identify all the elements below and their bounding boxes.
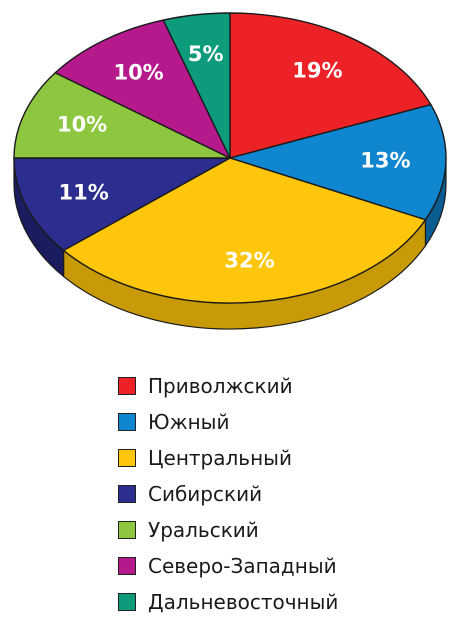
legend-swatch [118,485,136,503]
slice-value-label: 32% [224,249,274,273]
slice-value-label: 10% [113,61,163,85]
legend: Приволжский Южный Центральный Сибирский Урал… [118,368,458,620]
pie-slice-2 [62,157,427,304]
legend-item: Северо-Западный [118,548,458,584]
pie-slice-0 [229,12,432,159]
legend-swatch [118,377,136,395]
slice-value-label: 10% [57,113,107,137]
legend-item: Приволжский [118,368,458,404]
slice-value-label: 19% [292,59,342,83]
legend-item: Сибирский [118,476,458,512]
legend-label: Северо-Западный [148,554,337,578]
legend-label: Дальневосточный [148,590,339,614]
legend-swatch [118,593,136,611]
legend-label: Центральный [148,446,292,470]
legend-swatch [118,449,136,467]
pie-slice-6 [162,12,231,159]
pie-slice-1 [229,103,447,221]
pie-slice-3 [13,157,231,252]
slice-value-label: 5% [188,42,224,66]
legend-item: Южный [118,404,458,440]
legend-label: Сибирский [148,482,263,506]
legend-item: Центральный [118,440,458,476]
slice-value-label: 13% [360,148,410,172]
legend-swatch [118,557,136,575]
pie-slice-4 [13,72,231,159]
legend-item: Уральский [118,512,458,548]
pie-slices [13,12,447,304]
legend-swatch [118,413,136,431]
pie-chart: 19% 13% 32% 11% 10% 10% 5% [13,12,447,330]
pie-slice-5 [54,19,231,159]
slice-value-label: 11% [59,180,109,204]
legend-label: Южный [148,410,230,434]
legend-swatch [118,521,136,539]
legend-label: Приволжский [148,374,293,398]
legend-item: Дальневосточный [118,584,458,620]
pie-value-labels: 19% 13% 32% 11% 10% 10% 5% [57,42,411,273]
legend-label: Уральский [148,518,259,542]
